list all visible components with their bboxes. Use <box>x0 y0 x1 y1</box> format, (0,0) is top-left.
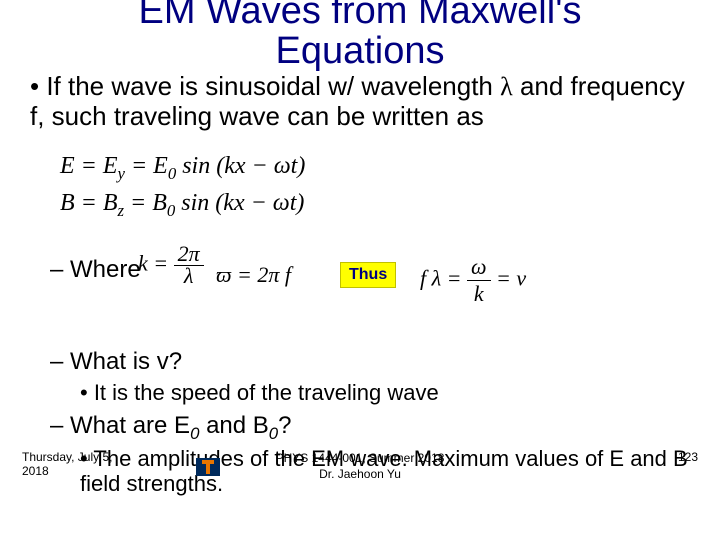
whateb-mid: and B <box>199 412 268 439</box>
eq-e-a: E = E <box>60 153 118 179</box>
what-is-v-answer: • It is the speed of the traveling wave <box>80 380 439 406</box>
ut-logo-icon <box>194 456 222 478</box>
eq-e-tail: sin (kx − ωt) <box>176 153 305 179</box>
whateb-sub-0a: 0 <box>190 424 199 443</box>
slide-title: EM Waves from Maxwell's Equations <box>0 0 720 72</box>
footer-date: Thursday, July 5, 2018 <box>22 450 112 479</box>
where-label: – Where <box>50 256 141 284</box>
equation-b: B = Bz = B0 sin (kx − ωt) <box>60 190 304 221</box>
equation-e: E = Ey = E0 sin (kx − ωt) <box>60 153 305 184</box>
footer-date-2: 2018 <box>22 464 49 478</box>
footer-page-number: 123 <box>678 450 698 464</box>
title-line-1: EM Waves from Maxwell's <box>139 0 582 32</box>
eq-e-sub-0: 0 <box>168 164 176 183</box>
what-are-e0-b0: – What are E0 and B0? <box>50 412 292 444</box>
fl-tail: = v <box>491 266 527 291</box>
k-den: λ <box>174 266 204 287</box>
thus-box: Thus <box>340 262 396 288</box>
whateb-a: – What are E <box>50 412 190 439</box>
footer-course-1: PHYS 1444-001, Summer 2018 <box>276 451 445 465</box>
fl-fraction: ωk <box>467 254 491 307</box>
equation-flambda: f λ = ωk = v <box>420 254 526 307</box>
eq-e-sub-y: y <box>118 164 125 183</box>
eq-e-mid: = E <box>125 153 168 179</box>
footer-course-2: Dr. Jaehoon Yu <box>319 467 401 481</box>
bullet-main: • If the wave is sinusoidal w/ wavelengt… <box>30 72 700 132</box>
lambda-symbol: λ <box>500 72 513 101</box>
what-is-v: – What is v? <box>50 348 182 376</box>
whateb-q: ? <box>278 412 291 439</box>
bullet-text-a: • If the wave is sinusoidal w/ wavelengt… <box>30 71 500 101</box>
eq-b-tail: sin (kx − ωt) <box>175 190 304 216</box>
equation-k: k = 2π λ <box>138 244 204 287</box>
eq-b-a: B = B <box>60 190 118 216</box>
fl-den: k <box>467 281 491 307</box>
title-line-2: Equations <box>275 30 444 72</box>
fl-num: ω <box>467 254 491 281</box>
fl-a: f λ = <box>420 266 467 291</box>
k-fraction: 2π λ <box>174 244 204 287</box>
footer-course: PHYS 1444-001, Summer 2018 Dr. Jaehoon Y… <box>230 450 490 482</box>
whateb-sub-0b: 0 <box>269 424 278 443</box>
eq-b-mid: = B <box>124 190 167 216</box>
footer-date-1: Thursday, July 5, <box>22 450 112 464</box>
k-sym: k = <box>138 250 168 275</box>
equation-omega: ϖ = 2π f <box>216 262 291 288</box>
